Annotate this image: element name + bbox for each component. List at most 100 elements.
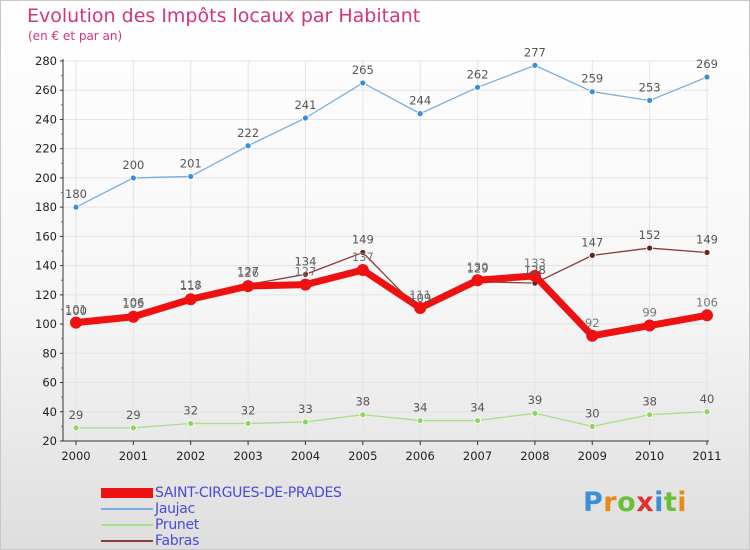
data-label: 127 xyxy=(237,265,259,279)
data-point xyxy=(646,97,654,104)
x-tick-label: 2011 xyxy=(692,449,721,463)
data-point xyxy=(187,173,195,180)
data-label: 33 xyxy=(298,402,313,416)
data-point xyxy=(474,83,481,91)
series-line-saint-cirgues-de-prades xyxy=(72,266,711,340)
data-label: 38 xyxy=(642,395,657,409)
data-label: 269 xyxy=(696,57,718,71)
data-point xyxy=(302,114,309,122)
data-point xyxy=(646,411,654,419)
x-tick-label: 2002 xyxy=(176,449,205,463)
y-tick-label: 200 xyxy=(35,171,57,185)
legend-item: SAINT-CIRGUES-DE-PRADES xyxy=(101,485,342,501)
data-label: 180 xyxy=(65,187,87,201)
data-label: 222 xyxy=(237,126,259,140)
data-point xyxy=(129,174,137,182)
data-label: 149 xyxy=(696,232,718,246)
data-label: 129 xyxy=(467,262,489,276)
data-point xyxy=(359,249,367,256)
data-label: 106 xyxy=(122,295,144,309)
data-point xyxy=(302,270,309,278)
data-label: 100 xyxy=(65,304,87,318)
y-tick-label: 120 xyxy=(35,288,57,302)
data-point xyxy=(72,424,80,432)
x-tick-label: 2003 xyxy=(233,449,262,463)
data-point xyxy=(359,79,367,87)
data-label: 105 xyxy=(122,297,144,311)
x-tick-label: 2010 xyxy=(635,449,664,463)
data-label: 253 xyxy=(639,80,661,94)
legend-swatch xyxy=(101,508,153,510)
logo-letter: r xyxy=(603,487,618,518)
x-tick-label: 2009 xyxy=(578,449,607,463)
x-tick-label: 2005 xyxy=(348,449,377,463)
data-label: 40 xyxy=(700,392,715,406)
legend-swatch xyxy=(101,524,153,526)
data-label: 92 xyxy=(585,316,600,330)
data-point xyxy=(588,422,596,430)
chart-title: Evolution des Impôts locaux par Habitant xyxy=(27,5,421,27)
data-point xyxy=(359,411,367,419)
logo-letter: o xyxy=(617,487,637,518)
data-point xyxy=(127,310,140,323)
data-label: 38 xyxy=(355,395,370,409)
y-tick-label: 280 xyxy=(35,54,57,68)
data-point xyxy=(356,264,369,276)
data-point xyxy=(302,418,309,426)
y-tick-label: 100 xyxy=(35,317,57,331)
legend-swatch xyxy=(101,488,153,498)
y-tick-label: 160 xyxy=(35,229,57,243)
data-point xyxy=(531,409,539,417)
x-tick-label: 2004 xyxy=(291,449,320,463)
legend-item: Jaujac xyxy=(101,501,342,517)
data-point xyxy=(242,280,255,293)
data-label: 39 xyxy=(528,393,543,407)
legend-item: Prunet xyxy=(101,517,342,533)
data-label: 109 xyxy=(409,291,431,305)
x-tick-label: 2007 xyxy=(463,449,492,463)
data-point xyxy=(586,329,599,342)
data-point xyxy=(531,61,539,69)
data-label: 29 xyxy=(126,408,141,422)
data-point xyxy=(299,278,312,291)
data-point xyxy=(588,88,596,96)
y-tick-label: 20 xyxy=(42,434,57,448)
data-point xyxy=(703,249,711,256)
data-point xyxy=(646,244,654,252)
data-point xyxy=(244,142,252,150)
x-tick-label: 2000 xyxy=(61,449,90,463)
data-label: 30 xyxy=(585,406,600,420)
y-tick-label: 60 xyxy=(42,376,57,390)
legend-item: Fabras xyxy=(101,533,342,549)
chart-subtitle: (en € et par an) xyxy=(28,29,123,43)
legend-swatch xyxy=(101,540,153,542)
data-label: 101 xyxy=(65,303,87,317)
data-label: 126 xyxy=(237,266,259,280)
data-point xyxy=(184,293,197,306)
y-tick-label: 80 xyxy=(42,346,57,360)
x-tick-label: 2001 xyxy=(119,449,148,463)
data-label: 259 xyxy=(581,72,603,86)
logo-letter: P xyxy=(583,487,604,518)
legend-label: Jaujac xyxy=(155,501,195,517)
data-point xyxy=(471,274,484,287)
data-point xyxy=(72,203,80,211)
logo-letter: x xyxy=(636,487,655,518)
data-label: 200 xyxy=(122,158,144,172)
x-tick-label: 2006 xyxy=(406,449,435,463)
data-label: 99 xyxy=(642,306,657,320)
legend-label: Fabras xyxy=(155,533,200,549)
data-label: 32 xyxy=(183,403,198,417)
data-point xyxy=(643,319,656,332)
data-label: 244 xyxy=(409,94,431,108)
y-tick-label: 220 xyxy=(35,142,57,156)
y-tick-label: 260 xyxy=(35,83,57,97)
logo-letter: i xyxy=(677,487,688,518)
logo-letter: t xyxy=(663,487,678,518)
data-label: 128 xyxy=(524,263,546,277)
data-point xyxy=(474,417,481,424)
y-tick-label: 40 xyxy=(42,405,57,419)
chart-legend: SAINT-CIRGUES-DE-PRADES Jaujac Prunet Fabra… xyxy=(101,485,342,549)
data-label: 241 xyxy=(294,98,316,112)
